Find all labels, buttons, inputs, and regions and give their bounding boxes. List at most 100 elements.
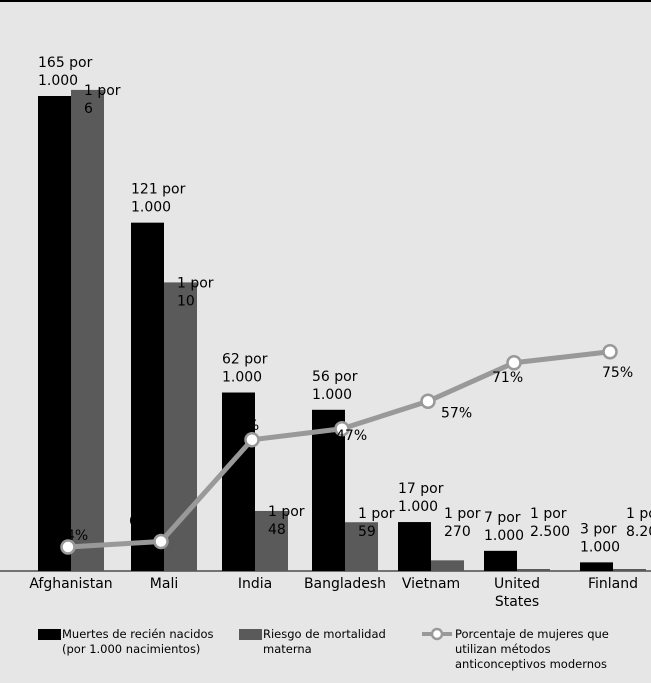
label-maternal-risk-line: 59 xyxy=(358,524,376,540)
label-contraceptive-use: 43% xyxy=(228,418,259,434)
label-newborn-deaths-line: 1.000 xyxy=(38,73,78,89)
label-newborn-deaths-line: 1.000 xyxy=(398,499,438,515)
point-contraceptive-use xyxy=(602,344,618,360)
label-contraceptive-use: 47% xyxy=(336,428,367,444)
x-tick-label-line: Afghanistan xyxy=(29,576,112,592)
point-contraceptive-use xyxy=(334,421,350,437)
label-newborn-deaths-line: 17 por xyxy=(398,481,444,497)
point-contraceptive-use xyxy=(60,539,76,555)
bar-maternal-risk xyxy=(255,510,288,571)
label-maternal-risk-line: 1 por xyxy=(626,506,651,522)
label-newborn-deaths: 17 por 1.000 xyxy=(398,481,444,515)
bar-maternal-risk xyxy=(71,89,104,571)
bar-newborn-deaths xyxy=(38,96,71,571)
legend-label-newborn-deaths: Muertes de recién nacidos (por 1.000 naci… xyxy=(62,627,214,656)
x-tick-label: India xyxy=(238,576,272,592)
bar-newborn-deaths xyxy=(398,522,431,571)
label-maternal-risk: 1 por 8.200 xyxy=(626,506,651,540)
label-newborn-deaths: 7 por 1.000 xyxy=(484,510,524,544)
label-maternal-risk-line: 6 xyxy=(84,101,93,117)
point-contraceptive-use xyxy=(153,533,169,550)
legend-label-contraceptive-use-line: Porcentaje de mujeres que xyxy=(455,627,609,641)
x-tick-label-line: States xyxy=(495,594,539,610)
x-tick-label-line: Finland xyxy=(588,576,638,592)
label-contraceptive-use: 75% xyxy=(602,365,633,381)
label-newborn-deaths: 62 por 1.000 xyxy=(222,352,268,386)
label-contraceptive-use: 71% xyxy=(492,370,523,386)
bar-maternal-risk xyxy=(431,560,464,571)
x-tick-label: Finland xyxy=(588,576,638,592)
label-newborn-deaths-line: 62 por xyxy=(222,352,268,368)
x-tick-label-line: United xyxy=(494,576,540,592)
label-newborn-deaths-line: 3 por xyxy=(580,521,617,537)
legend-swatch-newborn-deaths xyxy=(38,629,61,640)
label-maternal-risk-line: 10 xyxy=(177,293,195,309)
label-maternal-risk-line: 1 por xyxy=(444,506,481,522)
legend-label-contraceptive-use: Porcentaje de mujeres que utilizan método… xyxy=(455,627,609,671)
label-newborn-deaths: 3 por 1.000 xyxy=(580,521,620,555)
label-newborn-deaths-line: 165 por xyxy=(38,55,93,71)
point-contraceptive-use xyxy=(244,432,260,448)
label-maternal-risk: 1 por 6 xyxy=(84,83,121,117)
bar-newborn-deaths xyxy=(312,409,345,571)
label-maternal-risk-line: 1 por xyxy=(358,506,395,522)
bar-newborn-deaths xyxy=(580,562,613,571)
label-newborn-deaths-line: 1.000 xyxy=(131,200,171,216)
label-newborn-deaths-line: 1.000 xyxy=(222,370,262,386)
legend-label-contraceptive-use-line: utilizan métodos xyxy=(455,642,551,656)
label-newborn-deaths-line: 56 por xyxy=(312,369,358,385)
label-maternal-risk-line: 1 por xyxy=(84,83,121,99)
point-contraceptive-use xyxy=(506,355,522,371)
legend-swatch-marker xyxy=(430,627,444,641)
label-maternal-risk-line: 1 por xyxy=(268,504,305,520)
label-newborn-deaths: 165 por 1.000 xyxy=(38,55,93,89)
label-newborn-deaths: 56 por 1.000 xyxy=(312,369,358,403)
x-tick-label-line: Bangladesh xyxy=(304,576,386,592)
x-tick-label-line: Mali xyxy=(150,576,178,592)
bar-newborn-deaths xyxy=(222,392,255,571)
x-tick-label: Afghanistan xyxy=(29,576,112,592)
label-newborn-deaths-line: 1.000 xyxy=(312,387,352,403)
bar-maternal-risk xyxy=(164,282,197,571)
label-contraceptive-use: 57% xyxy=(441,405,472,421)
label-newborn-deaths-line: 7 por xyxy=(484,510,521,526)
point-contraceptive-use xyxy=(420,393,436,409)
bar-newborn-deaths xyxy=(131,222,164,571)
x-tick-label: United States xyxy=(494,576,540,610)
bar-maternal-risk xyxy=(613,569,646,571)
label-maternal-risk-line: 8.200 xyxy=(626,524,651,540)
bar-maternal-risk xyxy=(345,522,378,571)
label-maternal-risk-line: 2.500 xyxy=(530,524,570,540)
x-tick-label: Bangladesh xyxy=(304,576,386,592)
label-maternal-risk-line: 1 por xyxy=(530,506,567,522)
label-maternal-risk: 1 por 59 xyxy=(358,506,395,540)
x-tick-label: Vietnam xyxy=(402,576,460,592)
label-maternal-risk: 1 por 270 xyxy=(444,506,481,540)
label-contraceptive-use: 6% xyxy=(129,514,151,530)
top-border xyxy=(0,0,651,2)
legend-label-contraceptive-use-line: anticonceptivos modernos xyxy=(455,657,607,671)
bar-maternal-risk xyxy=(517,569,550,571)
label-newborn-deaths-line: 1.000 xyxy=(580,539,620,555)
label-maternal-risk: 1 por 10 xyxy=(177,275,214,309)
label-maternal-risk-line: 1 por xyxy=(177,275,214,291)
label-maternal-risk-line: 48 xyxy=(268,522,286,538)
legend-label-newborn-deaths-line: Muertes de recién nacidos xyxy=(62,627,214,641)
x-tick-label-line: Vietnam xyxy=(402,576,460,592)
legend-label-maternal-risk: Riesgo de mortalidad materna xyxy=(263,627,386,656)
label-maternal-risk: 1 por 48 xyxy=(268,504,305,538)
label-maternal-risk-line: 270 xyxy=(444,524,471,540)
label-newborn-deaths: 121 por 1.000 xyxy=(131,182,186,216)
legend-swatch-maternal-risk xyxy=(239,629,262,640)
legend-label-newborn-deaths-line: (por 1.000 nacimientos) xyxy=(62,642,200,656)
legend-label-maternal-risk-line: materna xyxy=(263,642,312,656)
legend-label-maternal-risk-line: Riesgo de mortalidad xyxy=(263,627,386,641)
x-tick-label: Mali xyxy=(150,576,178,592)
label-maternal-risk: 1 por 2.500 xyxy=(530,506,570,540)
label-newborn-deaths-line: 121 por xyxy=(131,182,186,198)
label-newborn-deaths-line: 1.000 xyxy=(484,528,524,544)
label-contraceptive-use: 4% xyxy=(66,528,88,544)
bar-newborn-deaths xyxy=(484,550,517,571)
